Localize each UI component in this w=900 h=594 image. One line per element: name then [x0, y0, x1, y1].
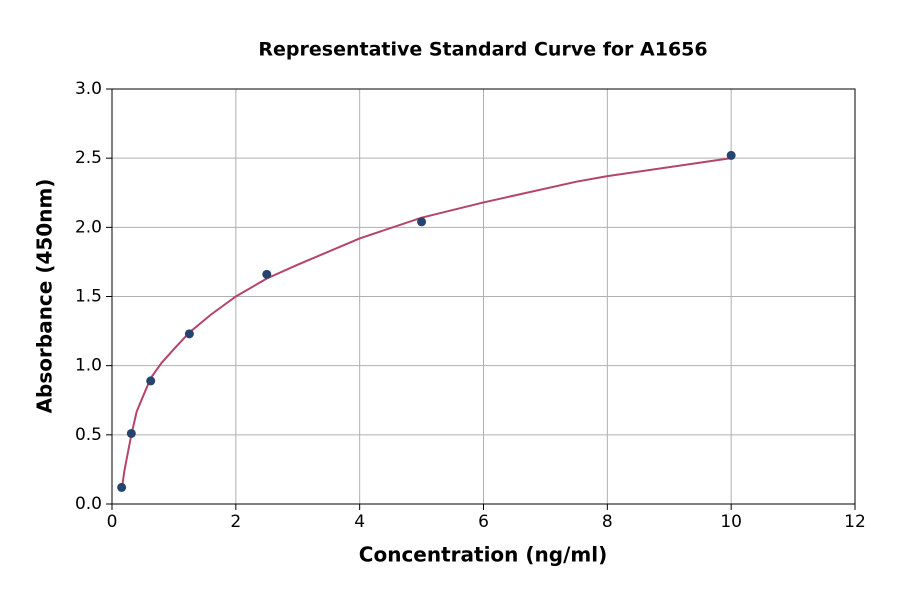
x-tick-label: 12: [844, 512, 866, 532]
x-tick-label: 10: [720, 512, 742, 532]
y-axis-label: Absorbance (450nm): [33, 179, 57, 414]
y-tick-label: 1.5: [75, 287, 102, 307]
x-tick-label: 2: [230, 512, 241, 532]
y-tick-label: 1.0: [75, 356, 102, 376]
chart-title: Representative Standard Curve for A1656: [258, 39, 707, 61]
plot-frame: [111, 88, 856, 505]
data-point: [262, 269, 272, 279]
y-tick-label: 0.0: [75, 494, 102, 514]
y-tick-label: 0.5: [75, 425, 102, 445]
x-tick-label: 6: [478, 512, 489, 532]
x-tick-label: 0: [107, 512, 118, 532]
data-point: [146, 376, 156, 386]
fit-curve: [120, 157, 732, 491]
x-axis-label: Concentration (ng/ml): [359, 543, 607, 567]
x-tick-label: 4: [354, 512, 365, 532]
y-tick-label: 3.0: [75, 79, 102, 99]
data-point: [726, 150, 736, 160]
y-tick-label: 2.5: [75, 148, 102, 168]
data-point: [126, 428, 136, 438]
data-point: [417, 217, 427, 227]
x-tick-label: 8: [602, 512, 613, 532]
data-point: [117, 482, 127, 492]
data-point: [184, 329, 194, 339]
y-tick-label: 2.0: [75, 217, 102, 237]
